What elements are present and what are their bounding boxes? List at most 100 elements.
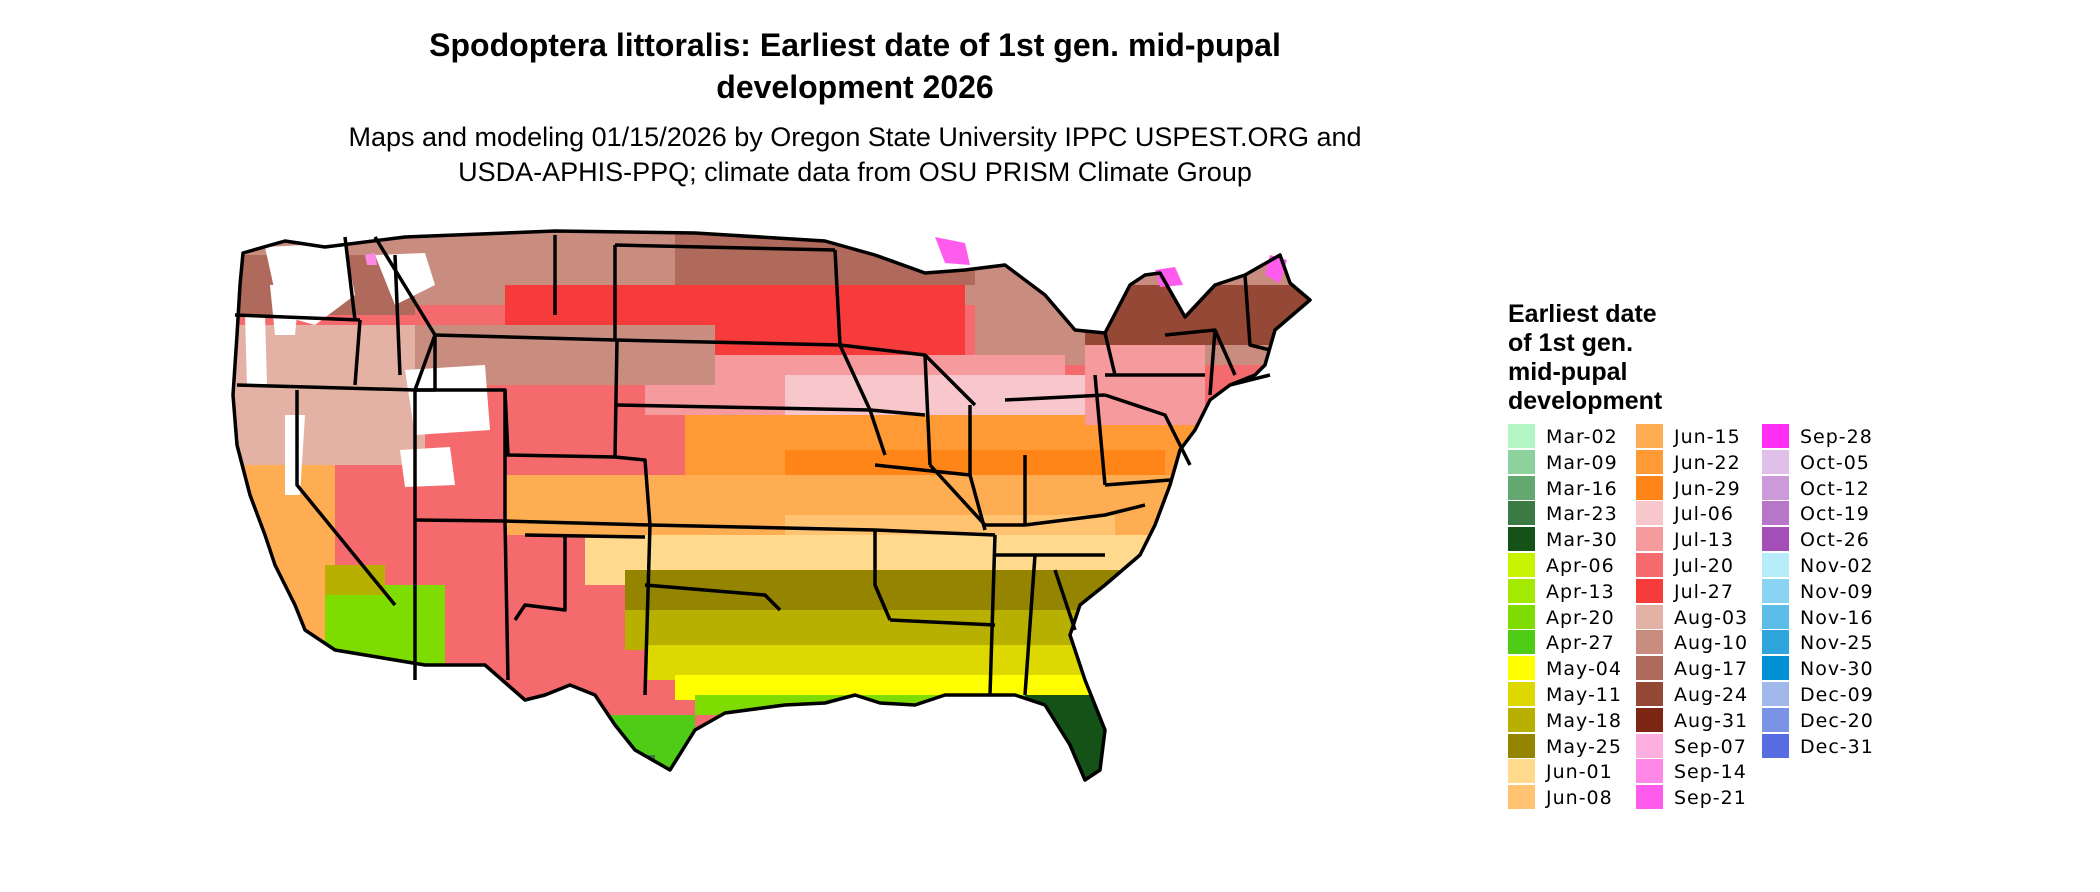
legend-swatch bbox=[1636, 604, 1663, 629]
legend-swatch bbox=[1762, 682, 1789, 706]
legend-label: Jun-29 bbox=[1674, 477, 1741, 500]
legend-swatch bbox=[1636, 578, 1663, 603]
legend-item: Sep-07 bbox=[1636, 733, 1762, 760]
legend-label: Mar-09 bbox=[1546, 451, 1618, 474]
legend-swatch bbox=[1508, 682, 1535, 706]
map-title-line-2: development 2026 bbox=[716, 69, 994, 105]
legend-label: Dec-31 bbox=[1800, 735, 1874, 758]
legend-item: Jun-22 bbox=[1636, 449, 1762, 476]
legend-label: Dec-20 bbox=[1800, 709, 1874, 732]
legend-item: Jul-27 bbox=[1636, 578, 1762, 605]
state-boundaries bbox=[231, 229, 1312, 782]
legend-swatch bbox=[1508, 449, 1535, 474]
legend-item: May-25 bbox=[1508, 733, 1634, 760]
legend-label: Apr-27 bbox=[1546, 632, 1615, 655]
legend-item: Nov-25 bbox=[1762, 630, 1888, 656]
legend-label: Jul-27 bbox=[1674, 580, 1734, 603]
legend-swatch bbox=[1636, 682, 1663, 706]
legend-label: Mar-30 bbox=[1546, 529, 1618, 552]
legend-label: Jun-22 bbox=[1674, 451, 1741, 474]
legend-item: May-11 bbox=[1508, 682, 1634, 708]
legend-item: Dec-20 bbox=[1762, 707, 1888, 734]
legend-item: Sep-28 bbox=[1762, 424, 1888, 450]
legend-swatch bbox=[1762, 578, 1789, 603]
legend-swatch bbox=[1508, 501, 1535, 526]
legend-title-line: Earliest date bbox=[1508, 300, 1657, 328]
legend-label: Nov-25 bbox=[1800, 632, 1874, 655]
legend-swatch bbox=[1508, 707, 1535, 732]
legend-swatch bbox=[1508, 785, 1535, 810]
legend-item: Sep-14 bbox=[1636, 759, 1762, 785]
legend-swatch bbox=[1636, 707, 1663, 732]
legend-swatch bbox=[1508, 527, 1535, 552]
legend-label: Oct-19 bbox=[1800, 503, 1870, 526]
legend-swatch bbox=[1508, 733, 1535, 758]
legend-label: May-18 bbox=[1546, 709, 1622, 732]
legend-item: Mar-09 bbox=[1508, 449, 1634, 476]
legend-swatch bbox=[1762, 501, 1789, 526]
legend-label: May-25 bbox=[1546, 735, 1622, 758]
map-subtitle-line-1: Maps and modeling 01/15/2026 by Oregon S… bbox=[348, 122, 1362, 152]
legend-title-line: mid-pupal bbox=[1508, 358, 1628, 386]
legend-label: Sep-14 bbox=[1674, 761, 1747, 784]
legend-swatch bbox=[1762, 656, 1789, 681]
legend-swatch bbox=[1636, 656, 1663, 681]
legend-item: May-18 bbox=[1508, 707, 1634, 734]
legend-label: Oct-26 bbox=[1800, 529, 1870, 552]
legend-item: May-04 bbox=[1508, 656, 1634, 682]
legend-item: Jul-13 bbox=[1636, 527, 1762, 553]
legend-swatch bbox=[1508, 424, 1535, 448]
legend-label: Aug-24 bbox=[1674, 684, 1749, 706]
legend-label: Oct-12 bbox=[1800, 477, 1870, 500]
legend-swatch bbox=[1636, 733, 1663, 758]
legend-item: Nov-16 bbox=[1762, 604, 1888, 631]
legend-item: Oct-19 bbox=[1762, 501, 1888, 527]
legend-item: Mar-30 bbox=[1508, 527, 1634, 553]
legend-label: Dec-09 bbox=[1800, 684, 1874, 706]
legend-item: Aug-17 bbox=[1636, 656, 1762, 682]
legend-swatch bbox=[1508, 630, 1535, 655]
legend-item: Aug-31 bbox=[1636, 707, 1762, 734]
legend-swatch bbox=[1762, 475, 1789, 500]
map-subtitle-line-2: USDA-APHIS-PPQ; climate data from OSU PR… bbox=[458, 157, 1252, 187]
legend-item: Jun-29 bbox=[1636, 475, 1762, 502]
legend-swatch bbox=[1636, 785, 1663, 810]
legend-label: Nov-09 bbox=[1800, 580, 1874, 603]
legend-label: Jul-06 bbox=[1674, 503, 1734, 526]
legend-item: Mar-16 bbox=[1508, 475, 1634, 502]
legend-swatch bbox=[1762, 449, 1789, 474]
legend-item: Aug-10 bbox=[1636, 630, 1762, 656]
legend-item: Jun-01 bbox=[1508, 759, 1634, 785]
legend-swatch bbox=[1762, 604, 1789, 629]
legend-label: Nov-30 bbox=[1800, 658, 1874, 681]
legend-item: Apr-06 bbox=[1508, 553, 1634, 579]
legend-swatch bbox=[1636, 630, 1663, 655]
legend-item: Nov-02 bbox=[1762, 553, 1888, 579]
legend-swatch bbox=[1636, 527, 1663, 552]
legend-label: Jun-01 bbox=[1546, 761, 1613, 784]
legend-label: Jul-13 bbox=[1674, 529, 1734, 552]
legend-label: Aug-31 bbox=[1674, 709, 1749, 732]
us-phenology-map bbox=[231, 229, 1312, 782]
legend-swatch bbox=[1508, 604, 1535, 629]
legend-swatch bbox=[1636, 553, 1663, 577]
legend-swatch bbox=[1508, 759, 1535, 784]
legend-item: Apr-27 bbox=[1508, 630, 1634, 656]
legend-item: Apr-20 bbox=[1508, 604, 1634, 631]
legend-item: Dec-09 bbox=[1762, 682, 1888, 708]
legend-item: Nov-09 bbox=[1762, 578, 1888, 605]
legend-swatch bbox=[1762, 424, 1789, 448]
legend-label: Nov-02 bbox=[1800, 555, 1874, 577]
legend-label: Mar-16 bbox=[1546, 477, 1618, 500]
legend-item: Dec-31 bbox=[1762, 733, 1888, 760]
map-title-line-1: Spodoptera littoralis: Earliest date of … bbox=[429, 27, 1281, 63]
legend-label: Apr-20 bbox=[1546, 606, 1615, 629]
legend-label: Jun-15 bbox=[1674, 426, 1741, 448]
legend-item: Apr-13 bbox=[1508, 578, 1634, 605]
legend-title-line: development bbox=[1508, 387, 1663, 415]
legend-swatch bbox=[1762, 707, 1789, 732]
legend-label: Sep-28 bbox=[1800, 426, 1873, 448]
map-subtitle: Maps and modeling 01/15/2026 by Oregon S… bbox=[250, 120, 1460, 190]
legend-item: Jul-06 bbox=[1636, 501, 1762, 527]
legend-title-line: of 1st gen. bbox=[1508, 329, 1634, 357]
